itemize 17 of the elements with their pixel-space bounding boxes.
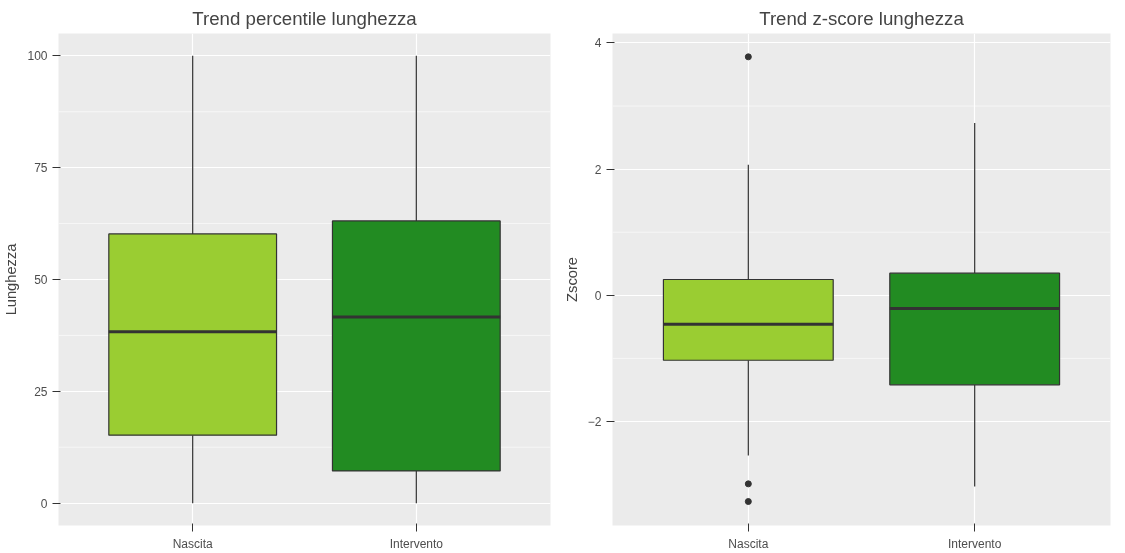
y-tick-label: −2 (587, 414, 602, 429)
chart-title: Trend z-score lunghezza (759, 7, 965, 29)
y-tick-label: 2 (594, 162, 602, 177)
y-tick-label: 25 (34, 384, 48, 399)
x-tick-label: Nascita (172, 536, 214, 551)
x-tick-label: Intervento (389, 536, 444, 551)
y-tick-label: 50 (34, 273, 48, 287)
x-tick-label: Intervento (948, 536, 1002, 551)
x-tick-label: Nascita (728, 536, 769, 551)
y-tick-label: 0 (594, 288, 602, 303)
y-tick-label: 4 (594, 36, 602, 51)
y-tick-label: 100 (27, 49, 48, 64)
y-axis-title: Zscore (563, 257, 580, 302)
y-axis-title: Lunghezza (3, 242, 20, 316)
y-tick-label: 75 (34, 161, 48, 176)
y-tick-label: 0 (40, 496, 48, 511)
chart-title: Trend percentile lunghezza (192, 7, 418, 29)
